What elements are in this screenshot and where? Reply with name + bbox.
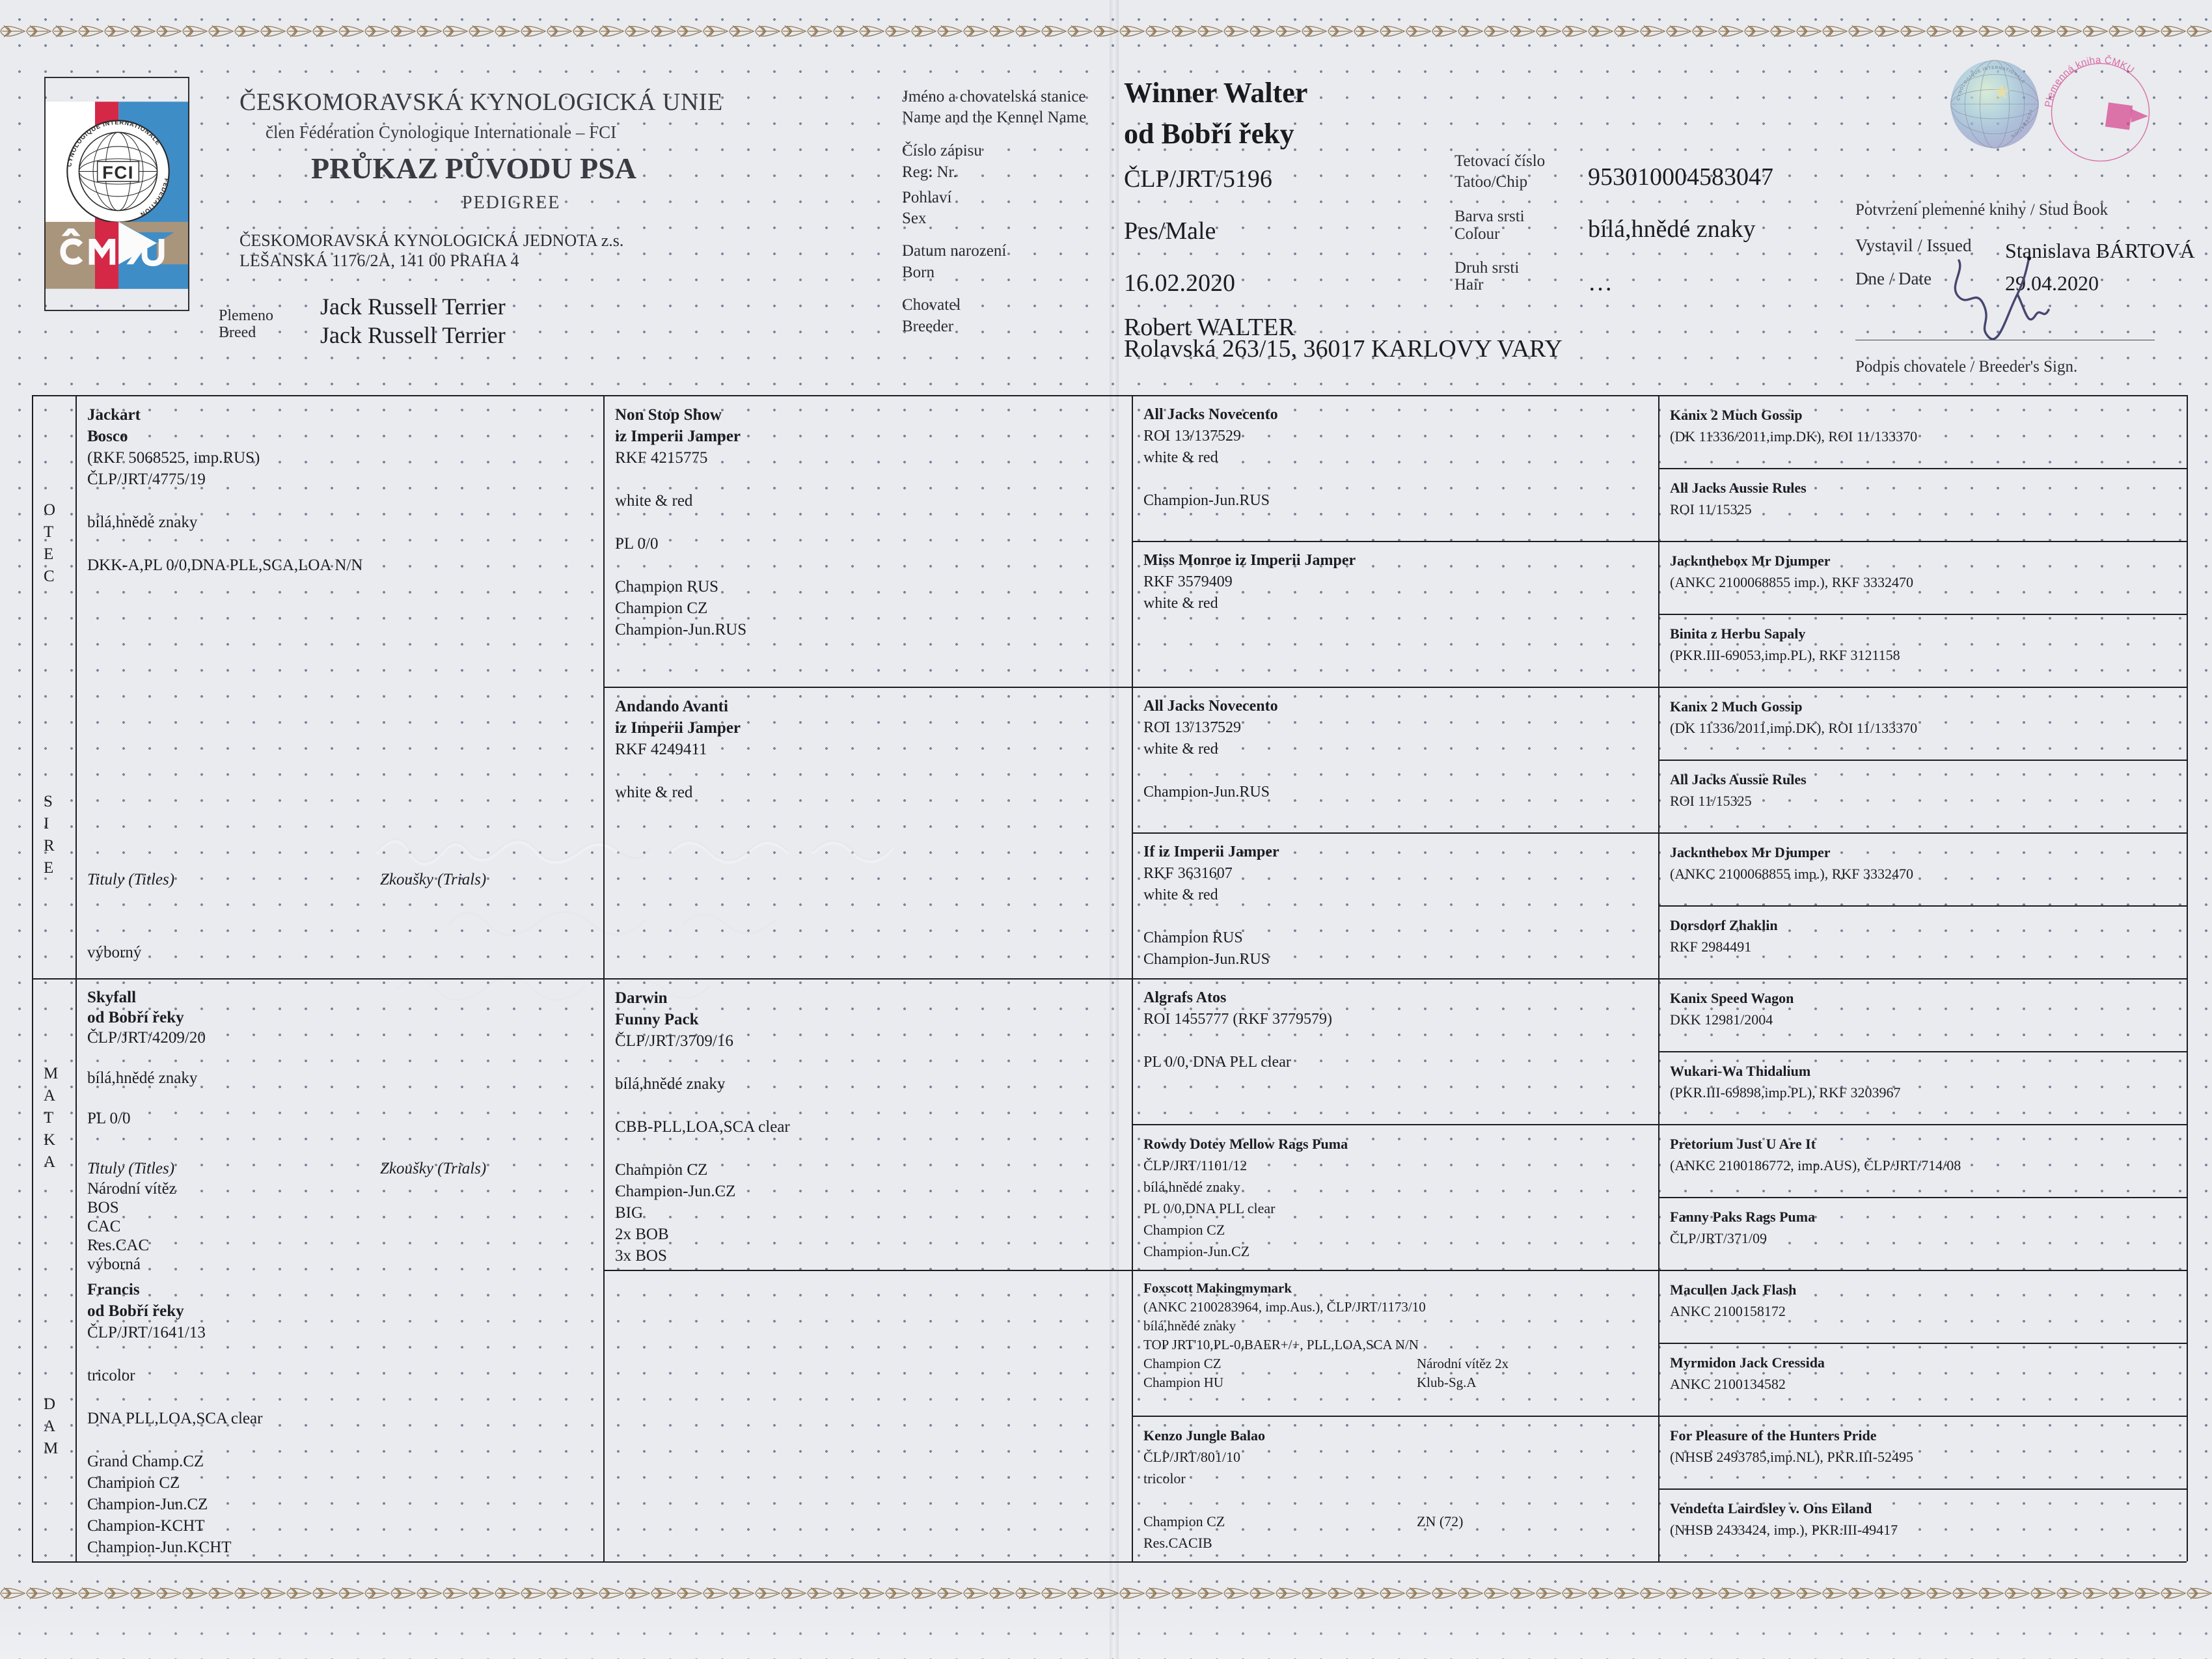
svg-text:Plemenná kniha ČMKU: Plemenná kniha ČMKU	[2043, 55, 2137, 108]
svg-text:FCI: FCI	[102, 162, 134, 182]
